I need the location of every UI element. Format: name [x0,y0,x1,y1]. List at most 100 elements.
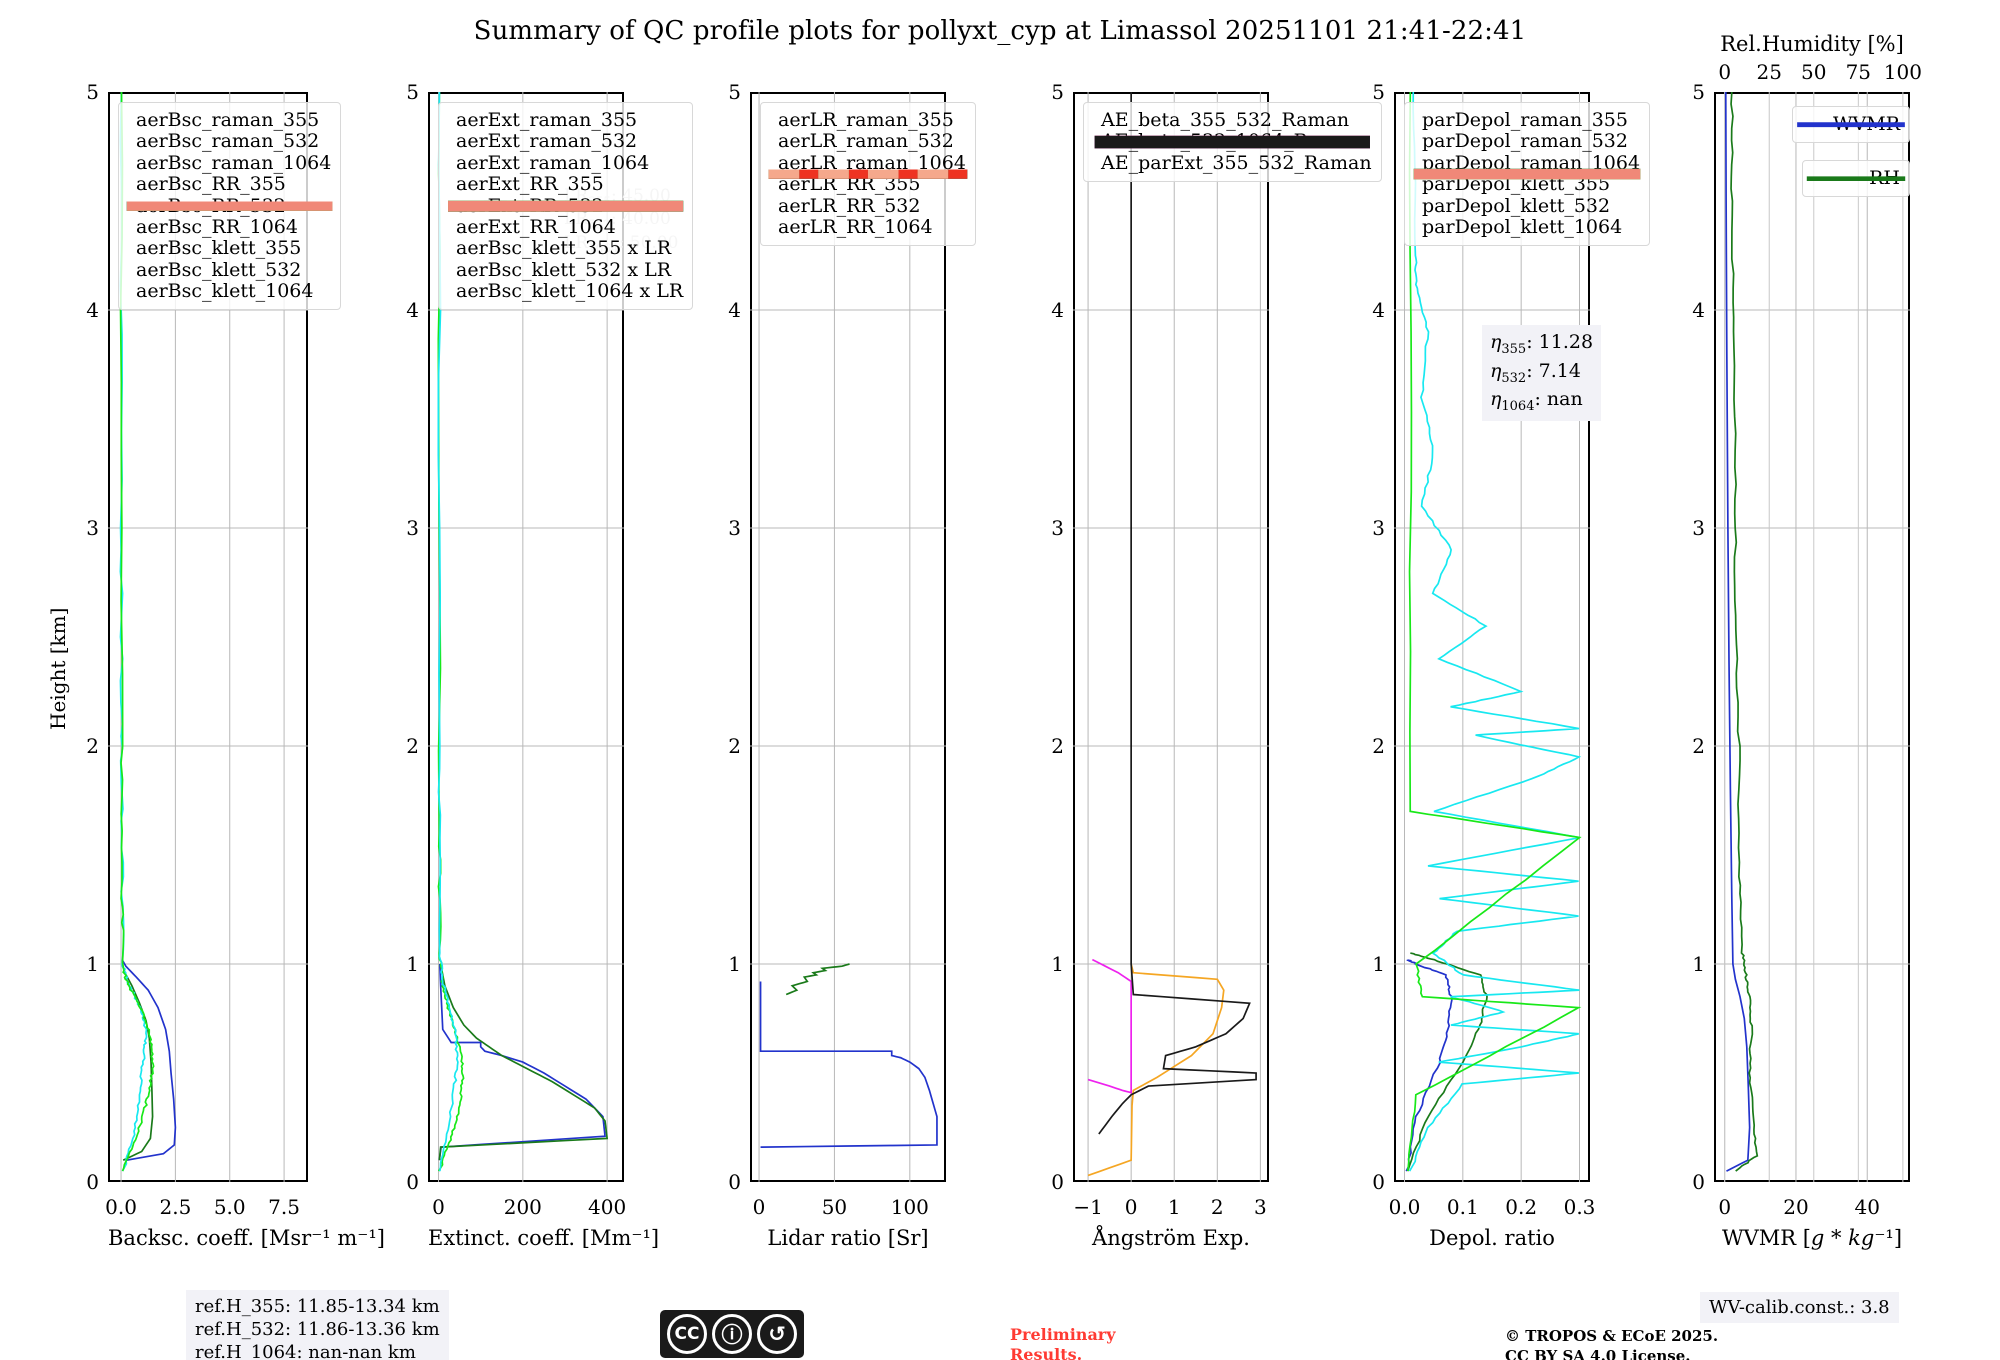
legend-label: aerBsc_raman_1064 [136,151,332,174]
copyright-note: © TROPOS & ECoE 2025. CC BY SA 4.0 Licen… [1505,1327,1718,1360]
x-tick-label: 0 [432,1195,445,1219]
y-tick-label: 5 [728,80,741,104]
plot-panel-angstrom: 0 1 2 3 4 5 −1 0 1 2 3 Ångström Exp. AE_beta_355_532… [1051,80,1382,1250]
x-tick-label: 0.0 [105,1195,137,1219]
plot-canvas-backscatter [108,92,308,1182]
x-axis-label-angstrom: Ångström Exp. [1092,1226,1250,1250]
legend-item[interactable]: aerBsc_klett_1064 [126,201,333,302]
x-axis-label-top-wvmr-rh: Rel.Humidity [%] [1720,32,1904,56]
legend-extinction: aerExt_raman_355 aerExt_raman_532 aerExt_r… [438,102,694,311]
eta-value: η532: 7.14 [1490,359,1581,386]
y-axis-label: Height [km] [46,607,70,730]
legend-depolarization: parDepol_raman_355 parDepol_raman_532 parD… [1404,102,1651,247]
x-tick-label-top: 75 [1845,60,1872,84]
data-series-aerLR_raman_355 [759,981,938,1148]
plot-canvas-angstrom [1073,92,1269,1182]
legend-item[interactable]: aerBsc_klett_1064 x LR [446,200,683,302]
ref-h-532: ref.H_532: 11.86-13.36 km [195,1319,440,1341]
preliminary-line-2: Results. [1010,1345,1083,1360]
y-tick-label: 1 [728,952,741,976]
y-tick-label: 4 [406,298,419,322]
legend-label: aerBsc_RR_1064 [136,215,298,238]
data-series-parDepol_klett_355 [1408,92,1582,1172]
data-series-aerExt_raman_355 [438,963,606,1161]
cc-icon: CC [667,1314,707,1354]
y-tick-label: 3 [1051,516,1064,540]
y-tick-label: 0 [406,1170,419,1194]
x-tick-label: 50 [821,1195,848,1219]
x-tick-label: 0.2 [1505,1195,1538,1219]
x-tick-label: 40 [1854,1195,1880,1219]
x-tick-label: 0.0 [1388,1195,1421,1219]
legend-item[interactable]: AE_parExt_355_532_Raman [1091,135,1372,174]
y-tick-label: 4 [1051,298,1064,322]
cc-sa-icon: ↺ [757,1314,797,1354]
plot-area-wvmr-rh [1714,92,1910,1182]
y-tick-label: 2 [86,734,99,758]
x-tick-label: 2 [1210,1195,1224,1219]
y-tick-label: 0 [86,1170,99,1194]
legend-color-swatch [126,201,333,302]
x-tick-label-top: 0 [1718,60,1732,84]
x-tick-label: 0.3 [1563,1195,1596,1219]
cc-license-badge[interactable]: CC ⓘ ↺ [660,1310,804,1358]
legend-label: aerLR_raman_532 [778,130,954,153]
cc-by-icon: ⓘ [712,1314,752,1354]
plot-panel-extinction: 0 1 2 3 4 5 0 200 400 Extinct. coeff. [Mm⁻¹] aerEx… [406,80,694,1250]
plot-panel-depolarization: 0 1 2 3 4 5 0.0 0.1 0.2 0.3 Depol. ratio parDepol_r… [1372,80,1651,1250]
legend-item[interactable]: aerLR_RR_1064 [768,169,968,238]
data-series-parDepol_raman_532 [1406,952,1488,1172]
data-series-aerBsc_klett_355 x LR [437,92,459,1172]
legend-label: parDepol_raman_532 [1422,130,1628,153]
y-tick-label: 0 [728,1170,741,1194]
preliminary-line-1: Preliminary [1010,1325,1116,1344]
data-series-aerExt_raman_532 [438,963,609,1161]
legend-label: parDepol_raman_355 [1422,109,1628,131]
legend-wvmr-rh: WVMR [1792,106,1910,144]
y-tick-label: 2 [1692,734,1705,758]
legend-item[interactable]: RH [1806,168,1906,189]
data-series-parDepol_raman_355 [1405,959,1453,1172]
x-axis-label-extinction: Extinct. coeff. [Mm⁻¹] [428,1226,660,1250]
y-tick-label: 5 [1051,80,1064,104]
plot-panel-wvmr-rh: 0 1 2 3 4 5 0 20 40 WVMR [𝑔 * 𝑘𝑔⁻¹] 0 25 50 75 100 Rel.… [1692,32,1922,1250]
plot-canvas-wvmr-rh [1714,92,1910,1182]
legend-label: AE_beta_355_532_Raman [1101,109,1350,131]
y-tick-label: 0 [1692,1170,1705,1194]
y-tick-label: 4 [1692,298,1705,322]
legend-backscatter: aerBsc_raman_355 aerBsc_raman_532 aerBsc_r… [118,102,342,311]
data-series-AE_beta_532_1064_Raman [1087,958,1133,1094]
y-tick-label: 5 [1372,80,1385,104]
ref-h-1064: ref.H_1064: nan-nan km [195,1342,416,1360]
legend-label: parDepol_raman_1064 [1422,151,1641,174]
legend-angstrom: AE_beta_355_532_RamanAE_beta_532_1064_Ra… [1083,102,1382,183]
legend-color-swatch [1412,168,1641,238]
eta-calibration-note: η355: 11.28 η532: 7.14 η1064: nan [1482,325,1602,422]
legend-label: AE_parExt_355_532_Raman [1101,151,1372,174]
x-tick-label-top: 25 [1756,60,1782,84]
ref-h-355: ref.H_355: 11.85-13.34 km [195,1296,440,1317]
legend-label: aerBsc_klett_532 [136,258,302,281]
ref-height-box: ref.H_355: 11.85-13.34 km ref.H_532: 11.… [186,1290,449,1360]
legend-item[interactable]: WVMR [1797,114,1905,135]
figure-title: Summary of QC profile plots for pollyxt_… [473,16,1527,46]
plot-area-depolarization [1394,92,1590,1182]
legend-lidar-ratio: aerLR_raman_355 aerLR_raman_532 aerLR_rama… [760,102,976,247]
legend-label: aerLR_raman_1064 [778,151,966,174]
legend-label: aerExt_RR_355 [456,173,604,196]
x-axis-label-wvmr-rh: WVMR [𝑔 * 𝑘𝑔⁻¹] [1721,1226,1903,1250]
copyright-line-2: CC BY SA 4.0 License. [1505,1346,1691,1360]
data-series-WVMR [1724,92,1751,1172]
y-tick-label: 1 [406,952,419,976]
legend-label: aerLR_RR_1064 [778,215,933,238]
legend-label: aerBsc_klett_1064 [136,280,314,302]
data-series-aerBsc_raman_532 [121,963,154,1161]
legend-label: aerLR_RR_532 [778,194,921,217]
legend-label: aerBsc_raman_532 [136,130,320,153]
y-tick-label: 5 [406,80,419,104]
legend-item[interactable]: parDepol_klett_1064 [1412,168,1641,238]
data-series-RH [1730,92,1759,1172]
x-axis-label-lidar-ratio: Lidar ratio [Sr] [767,1226,929,1250]
y-tick-label: 2 [1051,734,1064,758]
